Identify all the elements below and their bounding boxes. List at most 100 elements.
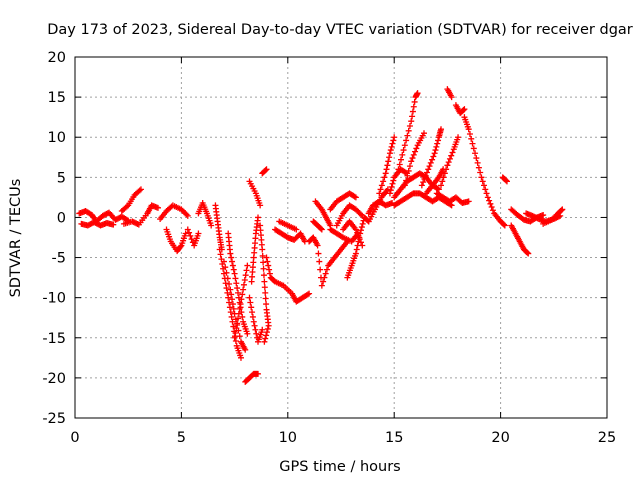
data-point — [383, 166, 390, 173]
data-point — [241, 277, 248, 284]
data-point — [246, 294, 253, 301]
data-point — [351, 193, 358, 200]
data-point — [473, 155, 480, 162]
y-tick-label: 5 — [57, 170, 66, 186]
data-point — [386, 150, 393, 157]
data-point — [398, 156, 405, 163]
y-tick-labels: -25 -20 -15 -10 -5 0 5 10 15 20 — [42, 50, 66, 427]
data-point — [264, 258, 271, 265]
data-point — [234, 320, 241, 327]
data-point — [356, 234, 363, 241]
data-point — [438, 126, 445, 133]
data-point — [422, 172, 429, 179]
data-point — [255, 370, 262, 377]
y-tick-label: 15 — [48, 90, 66, 106]
data-point — [232, 329, 239, 336]
data-point — [474, 159, 481, 166]
data-point — [250, 318, 257, 325]
data-point — [227, 250, 234, 257]
data-point — [249, 313, 256, 320]
data-point — [355, 238, 362, 245]
data-point — [503, 177, 510, 184]
data-point — [358, 224, 365, 231]
data-point — [229, 262, 236, 269]
data-point — [386, 190, 393, 197]
data-point — [260, 265, 267, 272]
data-point — [317, 266, 324, 273]
data-point — [488, 204, 495, 211]
data-point — [263, 332, 270, 339]
data-point — [230, 266, 237, 273]
data-point — [413, 145, 420, 152]
data-point — [418, 182, 425, 189]
data-point — [229, 258, 236, 265]
data-point — [439, 178, 446, 185]
data-point — [445, 159, 452, 166]
data-point — [435, 186, 442, 193]
data-point — [558, 207, 565, 214]
axis-ticks — [74, 56, 608, 419]
data-point — [224, 275, 231, 282]
data-point — [216, 246, 223, 253]
data-point — [408, 118, 415, 125]
data-point — [386, 154, 393, 161]
y-tick-label: -10 — [42, 291, 66, 307]
data-points — [76, 86, 566, 385]
data-point — [396, 161, 403, 168]
data-point — [479, 178, 486, 185]
data-point — [240, 286, 247, 293]
data-point — [387, 147, 394, 154]
data-point — [405, 127, 412, 134]
data-point — [448, 202, 455, 209]
data-point — [432, 147, 439, 154]
data-point — [423, 169, 430, 176]
data-point — [433, 143, 440, 150]
data-point — [315, 250, 322, 257]
data-point — [247, 299, 254, 306]
data-point — [261, 338, 268, 345]
data-point — [391, 134, 398, 141]
data-point — [389, 180, 396, 187]
data-point — [405, 167, 412, 174]
data-point — [242, 272, 249, 279]
data-point — [242, 346, 249, 353]
data-point — [228, 313, 235, 320]
data-point — [244, 330, 251, 337]
data-point — [358, 211, 365, 218]
data-point — [317, 225, 324, 232]
data-point — [244, 262, 251, 269]
data-point — [235, 310, 242, 317]
data-point — [318, 282, 325, 289]
data-point — [208, 222, 215, 229]
data-point — [249, 309, 256, 316]
data-point — [316, 258, 323, 265]
data-point — [448, 94, 455, 101]
data-point — [446, 155, 453, 162]
data-point — [137, 186, 144, 193]
data-point — [320, 278, 327, 285]
data-point — [263, 301, 270, 308]
data-point — [465, 198, 472, 205]
data-point — [224, 289, 231, 296]
data-point — [354, 242, 361, 249]
data-point — [183, 211, 190, 218]
data-point — [225, 294, 232, 301]
y-tick-label: -20 — [42, 371, 66, 387]
data-point — [389, 140, 396, 147]
data-point — [401, 182, 408, 189]
data-point — [441, 170, 448, 177]
data-point — [238, 296, 245, 303]
data-point — [223, 285, 230, 292]
data-point — [322, 270, 329, 277]
data-point — [406, 122, 413, 129]
data-point — [251, 322, 258, 329]
x-tick-label: 15 — [385, 430, 403, 446]
data-point — [352, 226, 359, 233]
data-point — [240, 281, 247, 288]
data-point — [223, 269, 230, 276]
data-point — [478, 174, 485, 181]
data-point — [487, 200, 494, 207]
data-point — [314, 242, 321, 249]
data-point — [306, 290, 313, 297]
